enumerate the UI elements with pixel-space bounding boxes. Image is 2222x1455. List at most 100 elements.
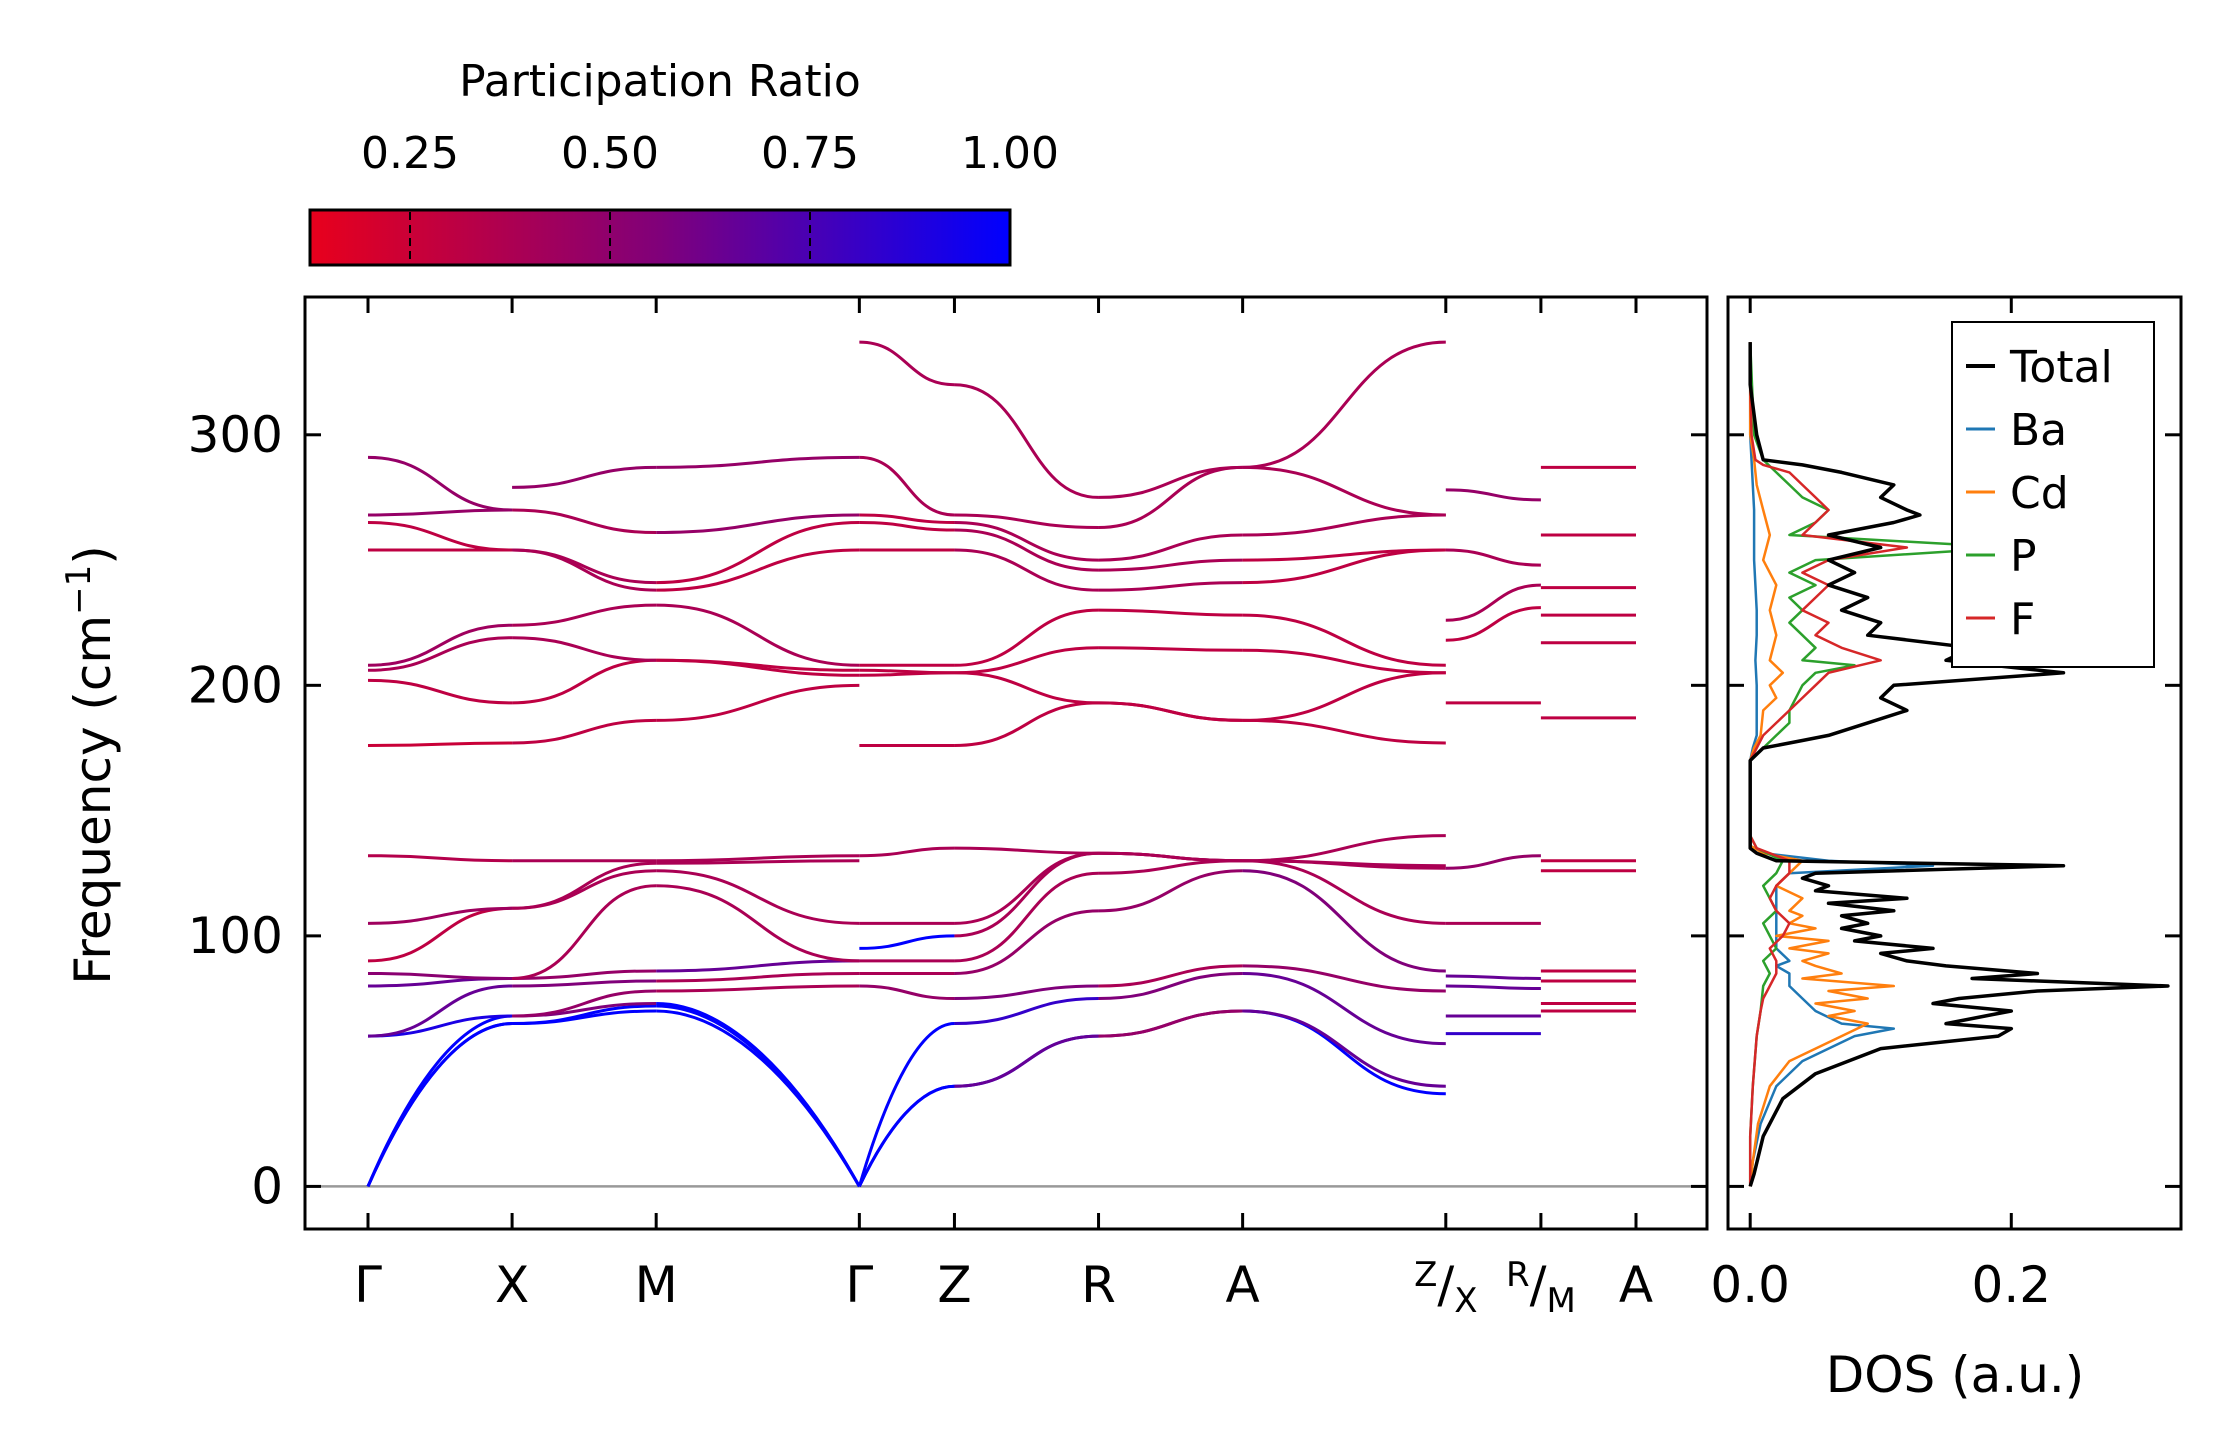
- dos-x-tick-label: 0.0: [1710, 1256, 1790, 1314]
- band-line: [1242, 869, 1446, 973]
- band-line: [367, 623, 513, 667]
- band-line: [512, 658, 657, 705]
- band-line: [656, 548, 860, 592]
- band-line: [512, 989, 657, 1018]
- band-line: [1242, 465, 1446, 517]
- band-line: [954, 851, 1099, 925]
- band-line: [512, 884, 657, 980]
- band-line: [1445, 854, 1541, 870]
- band-line: [1242, 1009, 1446, 1096]
- band-line: [954, 846, 1099, 855]
- band-line: [1098, 608, 1243, 617]
- band-line: [367, 984, 513, 1038]
- band-line: [367, 508, 513, 517]
- band-line: [1098, 964, 1243, 988]
- band-line: [512, 636, 657, 662]
- band-k-ticks: Γ X M Γ Z R A Z/X R/M A: [354, 297, 1653, 1321]
- band-line: [859, 984, 955, 1001]
- band-k-label: A: [1226, 1256, 1260, 1314]
- band-line: [1445, 984, 1541, 990]
- band-line: [512, 718, 657, 745]
- band-line: [656, 854, 860, 863]
- band-line: [366, 1022, 513, 1188]
- band-line: [954, 383, 1099, 499]
- band-line: [1242, 548, 1446, 562]
- band-line: [954, 608, 1099, 667]
- band-k-label: R: [1081, 1256, 1116, 1314]
- band-line: [1242, 964, 1446, 993]
- colorbar-tick-label: 0.50: [561, 128, 659, 179]
- band-line: [954, 871, 1099, 963]
- band-line: [1242, 834, 1446, 863]
- band-line: [656, 1004, 861, 1188]
- band-line: [954, 548, 1099, 592]
- band-line: [656, 869, 860, 925]
- band-line: [1242, 613, 1446, 667]
- band-line: [656, 455, 860, 469]
- band-line: [512, 603, 657, 627]
- band-line: [954, 701, 1099, 747]
- colorbar-tick-label: 0.75: [761, 128, 859, 179]
- band-line: [366, 1014, 513, 1187]
- band-line: [857, 1084, 955, 1188]
- colorbar-ticks: 0.25 0.50 0.75 1.00: [361, 128, 1059, 263]
- colorbar-title: Participation Ratio: [459, 56, 861, 107]
- band-line: [954, 513, 1099, 529]
- band-line: [512, 1004, 657, 1026]
- band-line: [512, 979, 657, 988]
- band-line: [656, 859, 860, 865]
- band-line: [954, 646, 1099, 675]
- band-line: [954, 671, 1099, 705]
- band-line: [367, 455, 513, 512]
- band-line: [1098, 646, 1243, 652]
- band-line: [857, 1022, 955, 1187]
- band-line: [656, 658, 860, 672]
- band-line: [366, 1022, 513, 1188]
- band-k-label: A: [1619, 1256, 1653, 1314]
- band-y-tick-label: 200: [188, 656, 283, 714]
- colorbar-gradient: [308, 208, 1012, 267]
- dos-line-ba: [1748, 342, 1935, 1187]
- band-line: [512, 548, 657, 592]
- band-k-label: Γ: [845, 1256, 873, 1314]
- dos-x-ticks: 0.0 0.2: [1710, 297, 2051, 1314]
- band-line: [512, 861, 657, 910]
- band-line: [954, 1034, 1099, 1088]
- band-line: [1098, 869, 1243, 913]
- band-line: [367, 520, 513, 552]
- band-k-label: M: [635, 1256, 678, 1314]
- band-line: [656, 971, 860, 983]
- band-line: [1242, 513, 1446, 537]
- band-line: [367, 971, 513, 980]
- band-y-label: Frequency (cm−1): [59, 545, 122, 985]
- band-line: [1098, 533, 1243, 562]
- dos-lines: [1748, 342, 2170, 1187]
- band-line: [1242, 671, 1446, 722]
- band-y-tick-label: 300: [188, 406, 283, 464]
- band-line: [656, 1009, 861, 1188]
- band-line: [656, 1002, 861, 1188]
- band-k-label: X: [495, 1256, 529, 1314]
- colorbar-tick-label: 1.00: [961, 128, 1059, 179]
- band-line: [954, 520, 1099, 562]
- band-line: [512, 508, 657, 535]
- band-line: [859, 846, 955, 858]
- dos-x-tick-label: 0.2: [1972, 1256, 2052, 1314]
- band-line: [367, 906, 513, 925]
- band-line: [512, 465, 657, 489]
- band-line: [367, 854, 513, 863]
- band-k-label: Z: [937, 1256, 971, 1314]
- band-line: [859, 455, 955, 517]
- band-line: [656, 884, 860, 963]
- band-line: [367, 678, 513, 705]
- colorbar-tick-label: 0.25: [361, 128, 459, 179]
- legend-label: Total: [2009, 342, 2113, 393]
- band-line: [859, 520, 955, 532]
- band-line: [656, 603, 860, 667]
- band-y-ticks: 0 100 200 300: [188, 406, 1707, 1215]
- dos-legend: Total Ba Cd PF: [1951, 321, 2155, 668]
- legend-frame: [1951, 321, 2155, 668]
- band-line: [1098, 465, 1243, 499]
- dos-line-cd: [1748, 342, 1896, 1187]
